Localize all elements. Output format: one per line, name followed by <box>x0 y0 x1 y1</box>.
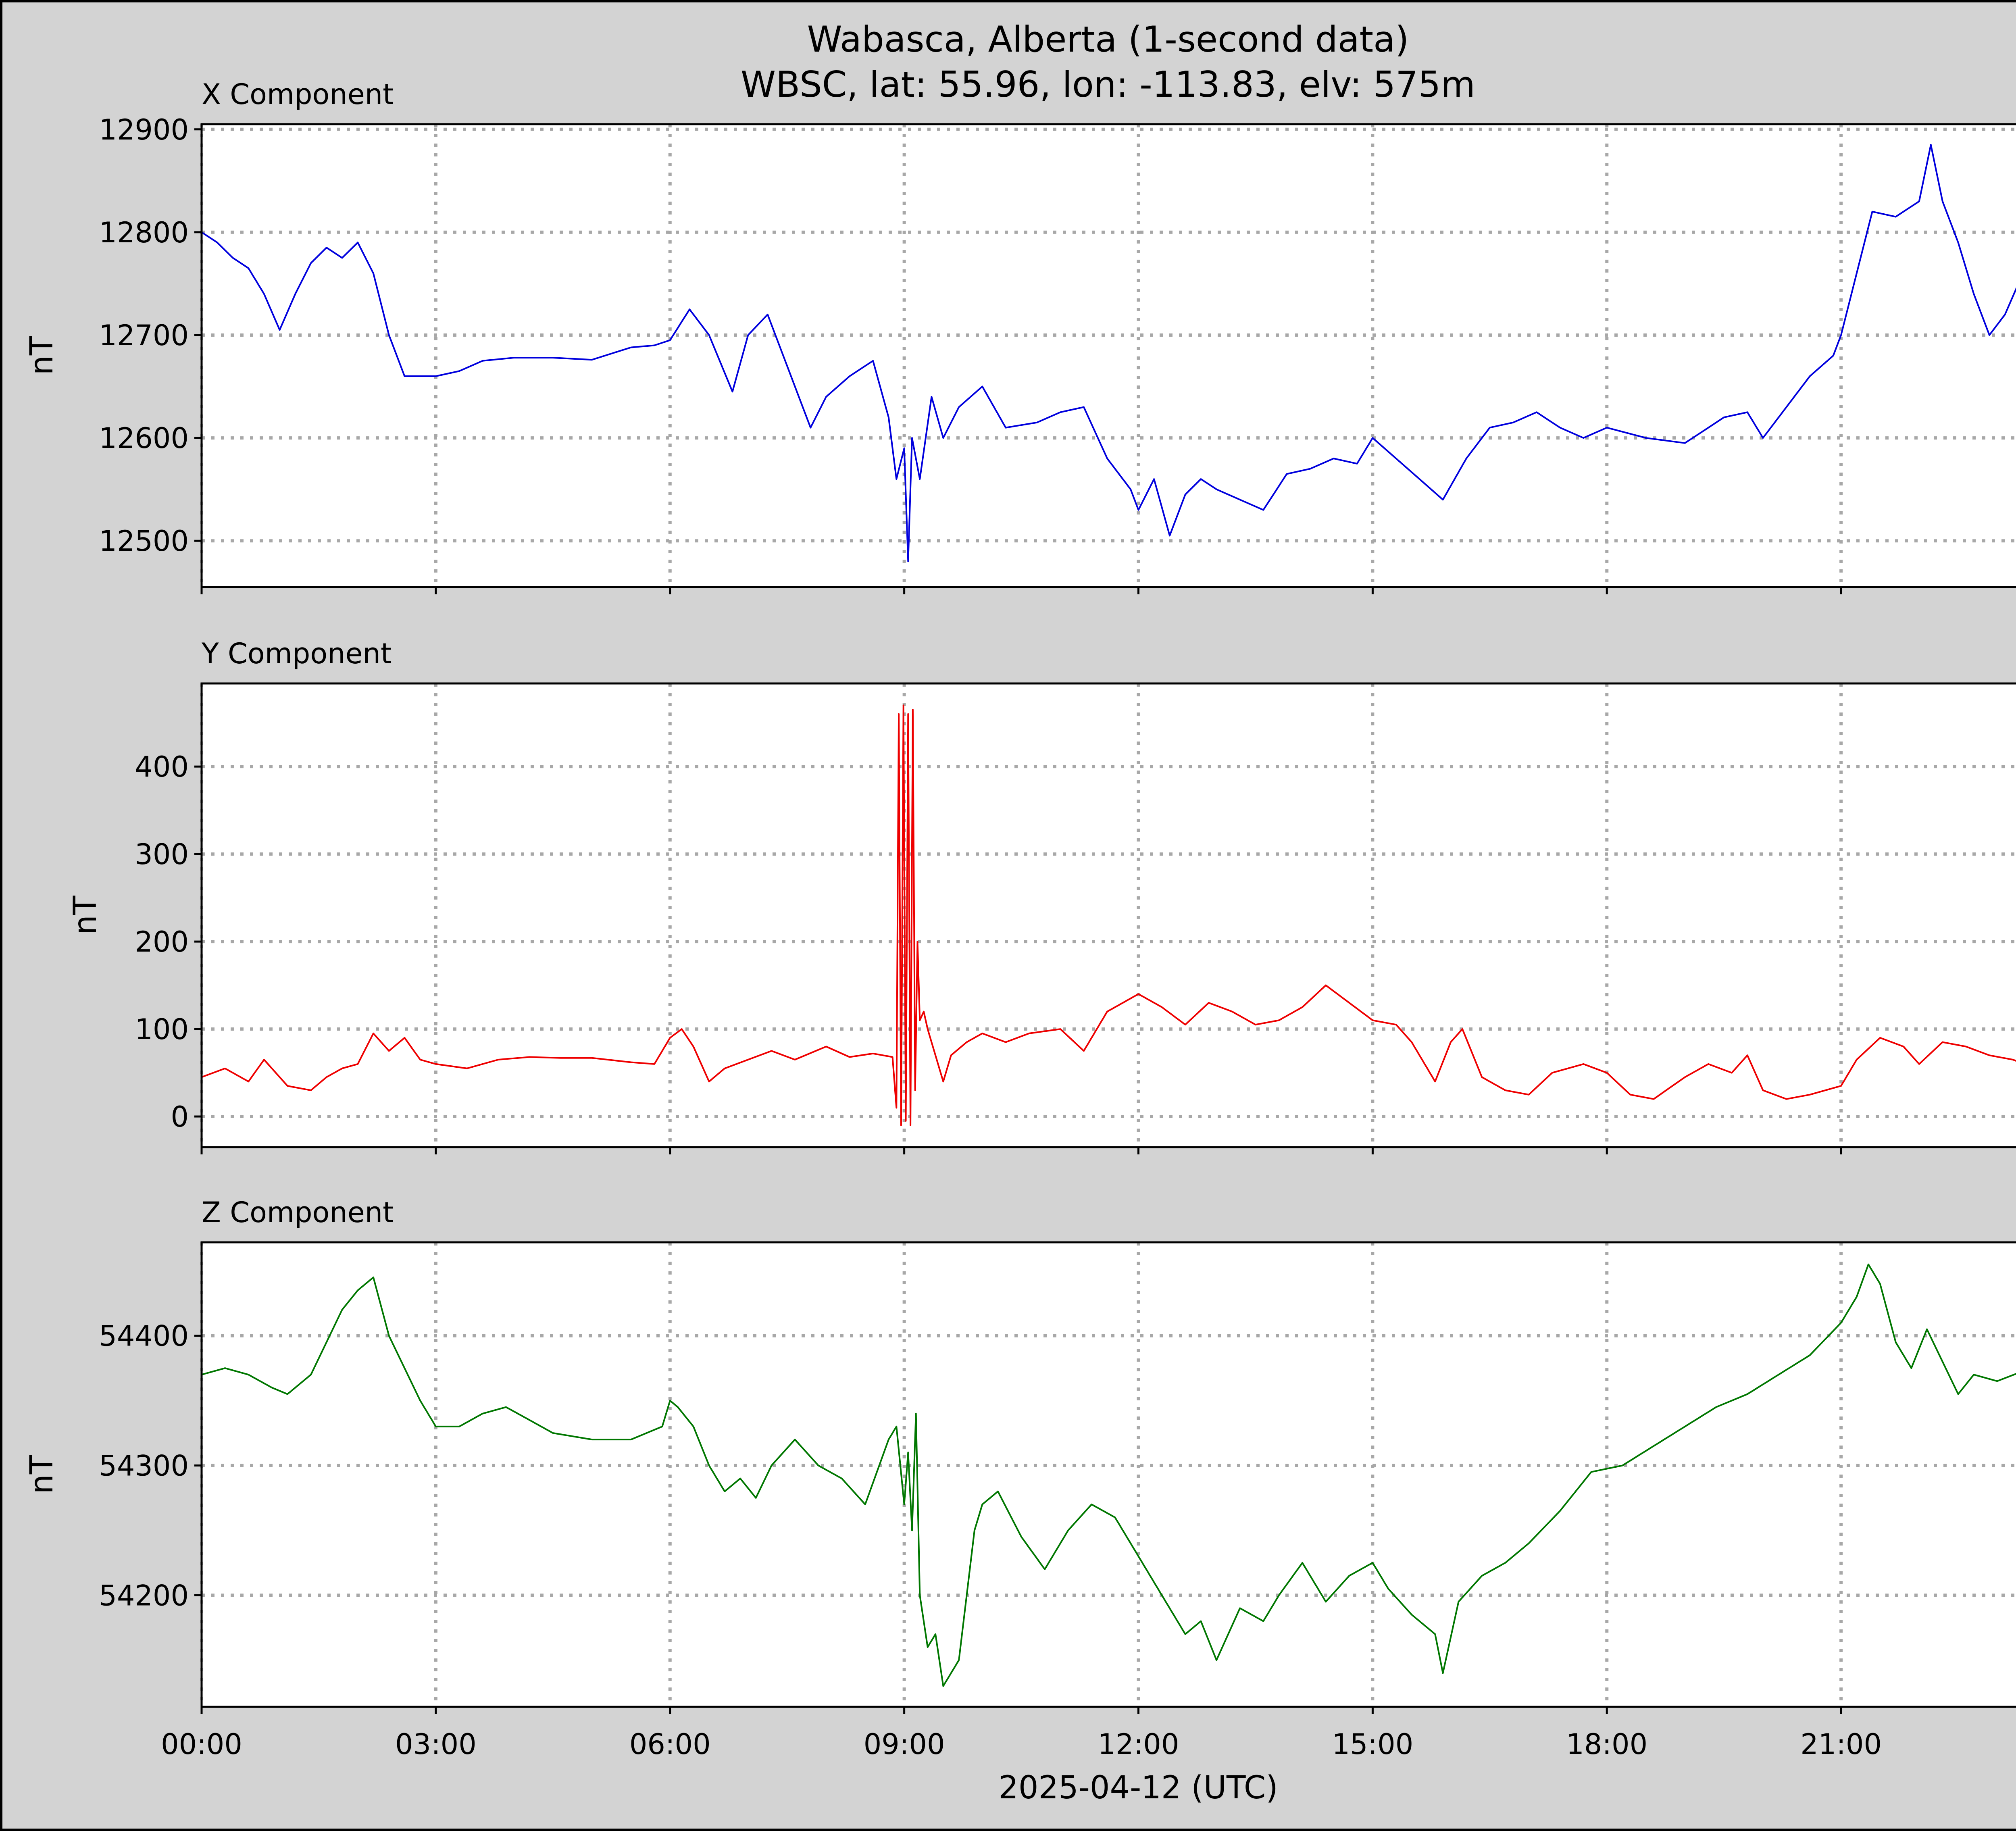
y-tick-label: 54300 <box>99 1449 189 1482</box>
panel-y-component: Y Component 0 100 200 300 400 nT <box>67 637 2016 1154</box>
x-tick-label: 03:00 <box>395 1728 477 1761</box>
y-tick-label: 12800 <box>99 216 189 249</box>
y-tick-label: 200 <box>135 925 189 958</box>
chart-title: Wabasca, Alberta (1-second data) <box>807 19 1409 60</box>
y-tick-label: 12900 <box>99 113 189 146</box>
x-tick-label: 09:00 <box>864 1728 945 1761</box>
x-component-title: X Component <box>202 78 394 111</box>
y-component-y-axis-label: nT <box>67 896 104 935</box>
x-axis: 00:00 03:00 06:00 09:00 12:00 15:00 18:00 21:00 <box>161 1728 1882 1761</box>
y-tick-label: 12600 <box>99 422 189 455</box>
x-axis-label: 2025-04-12 (UTC) <box>998 1770 1278 1806</box>
panel-z-component: Z Component 54200 54300 54400 nT <box>24 1196 2016 1714</box>
chart-subtitle: WBSC, lat: 55.96, lon: -113.83, elv: 575… <box>741 64 1475 105</box>
y-tick-label: 12500 <box>99 525 189 558</box>
y-tick-label: 12700 <box>99 319 189 352</box>
x-tick-label: 15:00 <box>1332 1728 1414 1761</box>
y-component-plot-area <box>202 683 2016 1147</box>
x-tick-label: 12:00 <box>1098 1728 1179 1761</box>
z-component-y-axis-label: nT <box>24 1455 60 1494</box>
x-tick-label: 21:00 <box>1800 1728 1882 1761</box>
z-component-plot-area <box>202 1242 2016 1707</box>
x-component-series-line <box>201 144 2016 562</box>
panel-x-component: X Component 12500 12600 12700 12800 12900 nT <box>24 78 2016 594</box>
z-component-series-line <box>201 1263 2016 1687</box>
y-tick-label: 100 <box>135 1013 189 1046</box>
x-component-plot-area <box>202 124 2016 587</box>
y-tick-label: 54200 <box>99 1579 189 1612</box>
x-tick-label: 18:00 <box>1566 1728 1647 1761</box>
y-tick-label: 54400 <box>99 1320 189 1353</box>
x-component-y-axis-label: nT <box>24 336 60 375</box>
y-tick-label: 400 <box>135 750 189 783</box>
y-component-series-line <box>201 704 2016 1126</box>
y-tick-label: 300 <box>135 838 189 871</box>
y-component-title: Y Component <box>201 637 392 670</box>
y-tick-label: 0 <box>171 1100 189 1133</box>
z-component-title: Z Component <box>202 1196 394 1229</box>
x-tick-label: 06:00 <box>629 1728 711 1761</box>
x-tick-label: 00:00 <box>161 1728 242 1761</box>
